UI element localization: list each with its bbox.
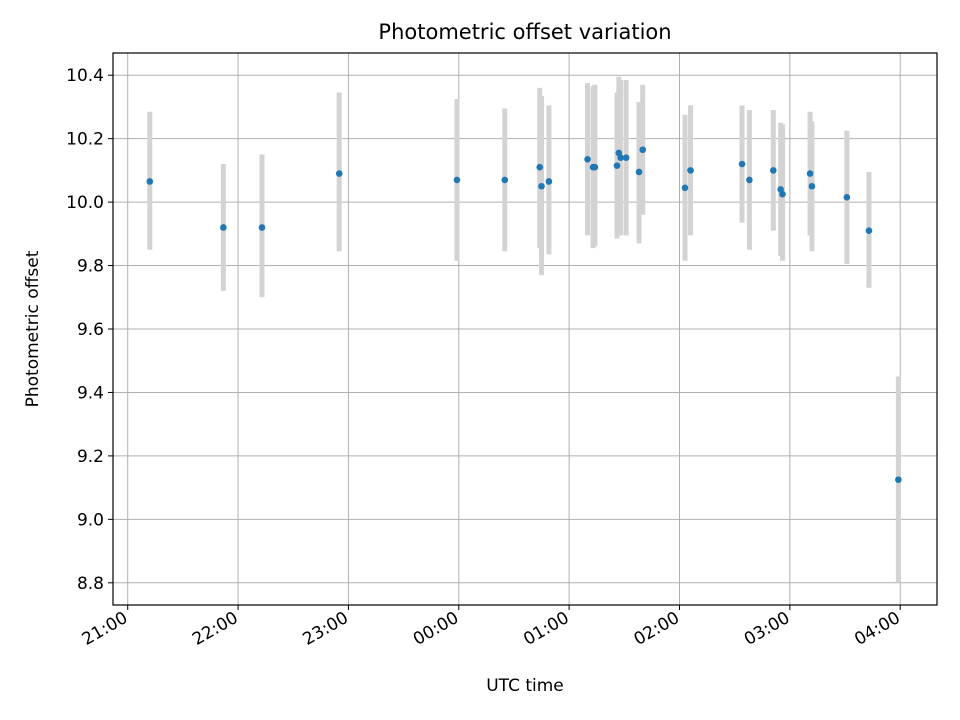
- data-point: [770, 167, 777, 174]
- y-tick-label: 9.6: [77, 320, 104, 340]
- grid: [113, 53, 937, 605]
- data-point: [501, 176, 509, 184]
- y-axis: 8.8 9.0 9.2 9.4 9.6 9.8 10.0 10.2 10.4: [66, 66, 113, 594]
- data-point: [545, 178, 553, 185]
- x-axis-label: UTC time: [486, 676, 564, 696]
- y-tick-label: 9.4: [77, 383, 104, 403]
- y-tick-label: 10.4: [66, 66, 104, 86]
- data-point: [584, 155, 591, 163]
- data-point: [895, 476, 902, 483]
- data-point: [613, 162, 621, 169]
- data-point: [617, 154, 624, 161]
- data-point: [808, 182, 816, 190]
- y-tick-label: 10.0: [66, 193, 104, 213]
- data-point: [591, 163, 599, 171]
- y-tick-label: 10.2: [66, 130, 104, 150]
- y-tick-label: 8.8: [77, 574, 104, 594]
- data-point: [687, 167, 694, 174]
- data-point: [635, 168, 643, 176]
- data-point: [538, 182, 545, 190]
- data-point: [146, 178, 154, 185]
- data-points: [146, 146, 902, 483]
- data-point: [536, 163, 544, 171]
- data-point: [779, 190, 786, 198]
- data-point: [843, 194, 851, 201]
- data-point: [622, 154, 630, 161]
- data-point: [681, 184, 689, 192]
- data-point: [738, 160, 746, 168]
- data-point: [258, 224, 266, 231]
- data-point: [453, 176, 461, 184]
- data-point: [746, 176, 753, 184]
- data-point: [335, 170, 343, 177]
- data-point: [639, 146, 647, 154]
- y-axis-label: Photometric offset: [23, 250, 43, 407]
- data-point: [806, 170, 814, 177]
- data-point: [220, 224, 227, 231]
- y-tick-label: 9.2: [77, 447, 104, 467]
- y-tick-label: 9.8: [77, 257, 104, 277]
- y-tick-label: 9.0: [77, 510, 104, 530]
- data-point: [865, 227, 873, 234]
- chart-title: Photometric offset variation: [378, 20, 671, 44]
